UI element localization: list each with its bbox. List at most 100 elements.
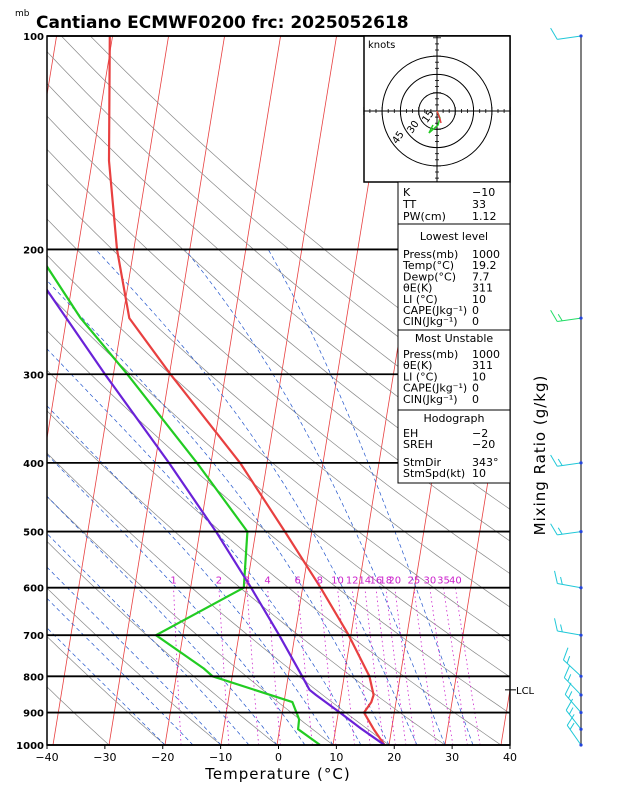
pressure-tick-label: 100 bbox=[23, 32, 44, 43]
wind-barb-flag bbox=[568, 707, 574, 715]
wind-barb-dot bbox=[579, 529, 583, 534]
wind-barb bbox=[564, 682, 582, 713]
moist-adiabat-line bbox=[47, 495, 278, 745]
hodograph-table-value: 343° bbox=[472, 456, 499, 469]
pressure-tick-label: 1000 bbox=[16, 741, 44, 752]
mixing-ratio-line bbox=[443, 587, 468, 745]
lowest-level-value: 0 bbox=[472, 315, 479, 328]
dry-adiabat-line bbox=[47, 51, 510, 449]
wind-barb-shaft bbox=[564, 694, 582, 713]
wind-barb-flag bbox=[550, 454, 558, 467]
x-tick-label: −10 bbox=[209, 751, 232, 764]
wind-barbs bbox=[550, 27, 583, 747]
wind-barb-dot bbox=[579, 674, 583, 678]
mixing-ratio-label: 8 bbox=[317, 576, 323, 587]
wind-barb bbox=[554, 618, 582, 636]
pressure-tick-label: 500 bbox=[23, 528, 44, 539]
dry-adiabat-line bbox=[47, 82, 510, 479]
moist-adiabat-line bbox=[47, 279, 390, 745]
lowest-level-value: 1000 bbox=[472, 248, 500, 261]
mixing-ratio-line bbox=[429, 587, 454, 745]
mixing-ratio-label: 1 bbox=[170, 576, 176, 587]
chart-title: Cantiano ECMWF0200 frc: 2025052618 bbox=[36, 13, 409, 33]
pressure-tick-label: 700 bbox=[23, 631, 44, 642]
lowest-level-label: CAPE(Jkg⁻¹) bbox=[403, 304, 467, 317]
wind-barb-flag bbox=[557, 314, 563, 322]
wind-barb-shaft bbox=[563, 659, 582, 677]
dry-adiabat-line bbox=[47, 115, 510, 510]
dry-adiabat-line bbox=[47, 183, 510, 575]
dry-adiabat-line bbox=[47, 148, 510, 542]
dry-adiabat-line bbox=[47, 636, 166, 745]
mixing-ratio-label: 12 bbox=[346, 576, 359, 587]
pressure-tick-label: 300 bbox=[23, 370, 44, 381]
index-value: −10 bbox=[472, 186, 495, 199]
wind-barb bbox=[550, 523, 582, 536]
mixing-ratio-label: 30 bbox=[423, 576, 436, 587]
wind-barb-flag bbox=[550, 310, 558, 322]
most-unstable-value: 10 bbox=[472, 370, 486, 383]
parcel-line bbox=[47, 288, 386, 745]
wind-barb-flag bbox=[565, 698, 574, 711]
wind-barb bbox=[550, 454, 582, 467]
wind-barb-flag bbox=[569, 722, 575, 730]
wind-barb bbox=[566, 714, 582, 746]
wind-barb-flag bbox=[560, 576, 563, 585]
hodograph-table-box bbox=[397, 409, 511, 484]
pressure-tick-label: 200 bbox=[23, 245, 44, 256]
wind-barb-dot bbox=[579, 586, 583, 590]
hodograph-ring bbox=[418, 92, 456, 130]
most-unstable-label: Press(mb) bbox=[403, 348, 458, 361]
wind-barb-shaft bbox=[557, 462, 582, 467]
mixing-ratio-line bbox=[173, 587, 182, 745]
moist-adiabat-line bbox=[47, 566, 222, 745]
wind-barb-flag bbox=[564, 682, 572, 695]
x-tick-label: 0 bbox=[275, 751, 282, 764]
wind-barb-shaft bbox=[565, 709, 582, 730]
index-label: PW(cm) bbox=[403, 210, 446, 223]
most-unstable-label: θE(K) bbox=[403, 359, 432, 372]
wind-barb-dot bbox=[579, 633, 583, 637]
lowest-level-value: 7.7 bbox=[472, 270, 490, 283]
mixing-ratio-label: 2 bbox=[216, 576, 222, 587]
x-tick-label: 30 bbox=[445, 751, 459, 764]
dewpoint-line bbox=[47, 264, 321, 745]
lowest-level-header: Lowest level bbox=[420, 230, 488, 243]
pressure-unit-label: mb bbox=[15, 9, 30, 19]
mixing-ratio-label: 25 bbox=[408, 576, 421, 587]
mixing-ratio-label: 4 bbox=[264, 576, 270, 587]
lcl-label: LCL bbox=[516, 686, 535, 697]
hodograph-table-label: StmDir bbox=[403, 456, 442, 469]
moist-adiabat-line bbox=[47, 597, 194, 745]
dry-adiabat-line bbox=[47, 369, 502, 745]
lowest-level-box bbox=[397, 223, 511, 331]
wind-barb-shaft bbox=[557, 630, 582, 636]
wind-barb-dot bbox=[579, 461, 583, 465]
dry-adiabat-line bbox=[47, 291, 510, 678]
profile-lines bbox=[47, 36, 386, 745]
wind-barb-flag bbox=[566, 714, 575, 726]
most-unstable-label: LI (°C) bbox=[403, 370, 438, 383]
wind-barb bbox=[554, 570, 582, 589]
dry-adiabat-line bbox=[61, 36, 510, 420]
moist-adiabat-line bbox=[47, 453, 306, 745]
mixing-ratio-line bbox=[394, 587, 416, 745]
mixing-ratio-line bbox=[246, 587, 259, 745]
x-axis-label: Temperature (°C) bbox=[204, 765, 350, 783]
wind-barb bbox=[563, 665, 582, 696]
lowest-level-label: Press(mb) bbox=[403, 248, 458, 261]
index-value: 33 bbox=[472, 198, 486, 211]
isotherm-line bbox=[0, 36, 1, 745]
most-unstable-value: 1000 bbox=[472, 348, 500, 361]
isotherm-line bbox=[47, 36, 113, 441]
index-label: TT bbox=[402, 198, 417, 211]
hodograph-trace-low bbox=[436, 110, 442, 124]
wind-barb-dot bbox=[579, 693, 583, 697]
x-tick-label: 10 bbox=[329, 751, 343, 764]
wind-barb-shaft bbox=[566, 725, 582, 746]
pressure-tick-label: 600 bbox=[23, 584, 44, 595]
hodograph-unit-label: knots bbox=[368, 40, 395, 51]
pressure-tick-label: 800 bbox=[23, 672, 44, 683]
lowest-level-label: θE(K) bbox=[403, 282, 432, 295]
most-unstable-label: CAPE(Jkg⁻¹) bbox=[403, 382, 467, 395]
